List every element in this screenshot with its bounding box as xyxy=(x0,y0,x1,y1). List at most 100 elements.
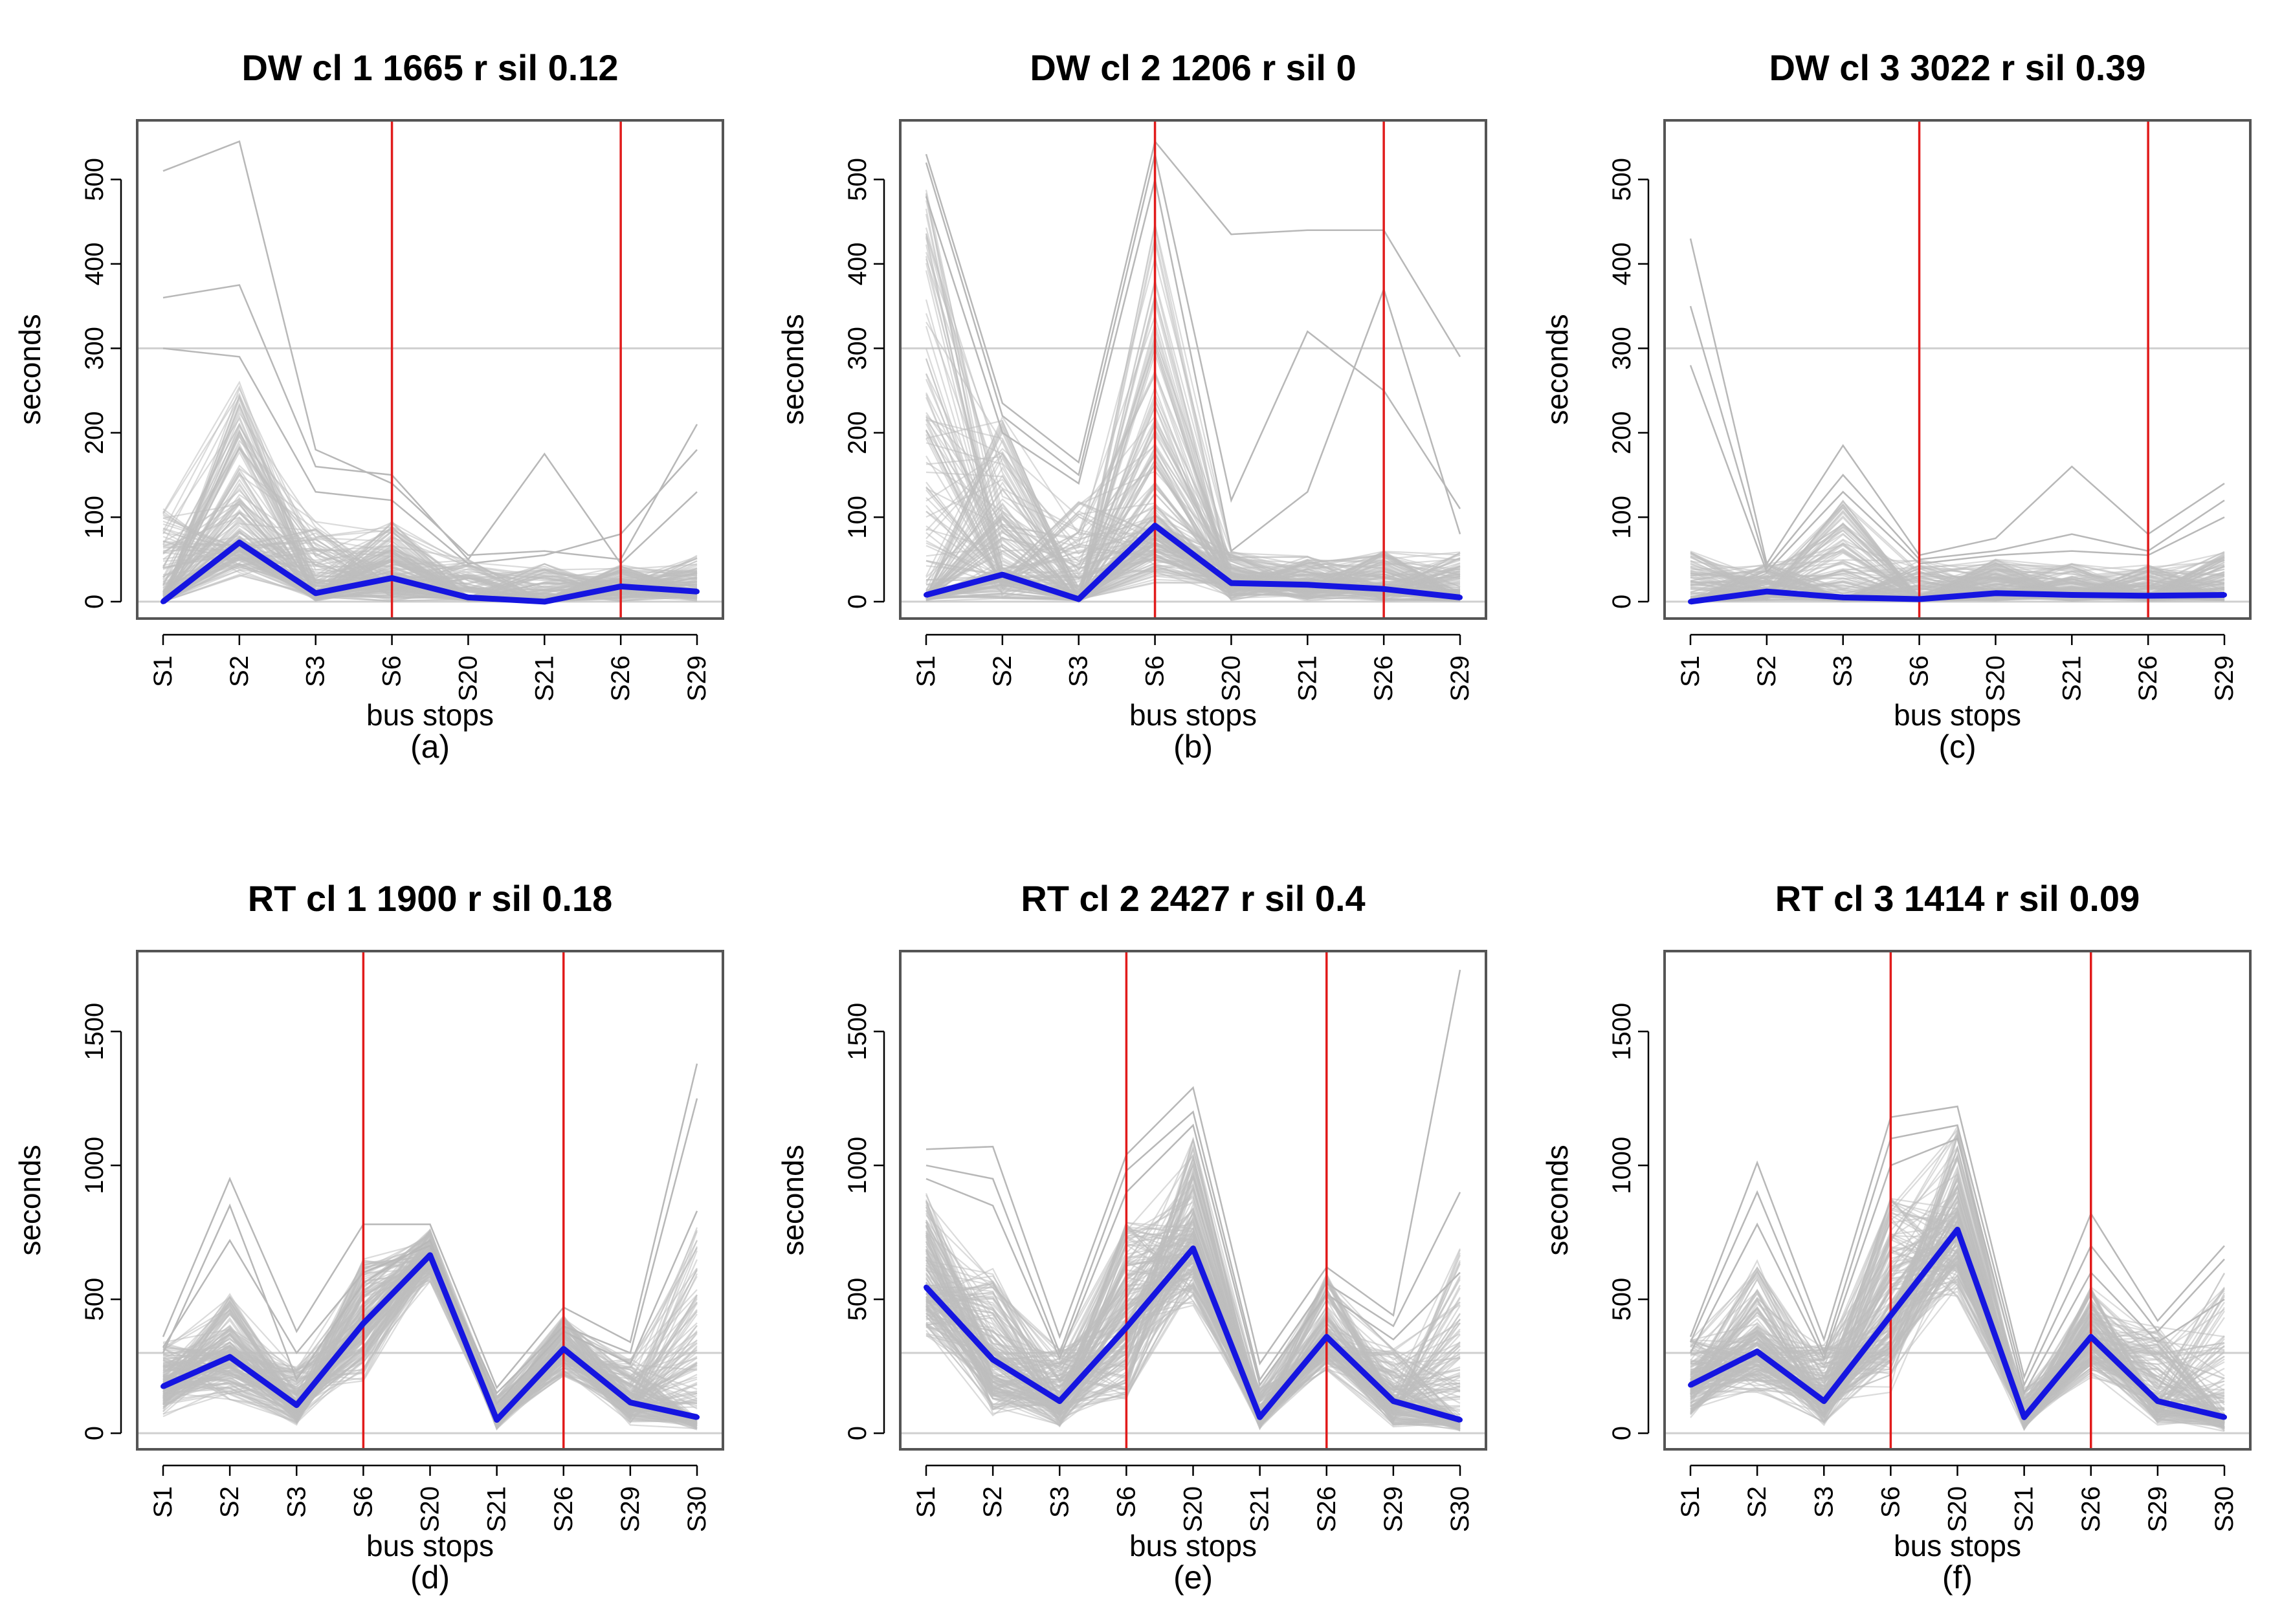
panel-5-centroid-point xyxy=(1324,1334,1329,1340)
panel-4-y-tick-label: 0 xyxy=(80,1426,109,1440)
panel-1-trajectory xyxy=(162,537,698,603)
panel-6-title: RT cl 3 1414 r sil 0.09 xyxy=(1775,878,2140,919)
panel-4-y-tick-label: 1000 xyxy=(80,1137,109,1194)
panel-3-centroid-point xyxy=(1916,596,1922,602)
panel-1-x-axis-label: bus stops xyxy=(366,698,494,732)
panel-3-y-tick-label: 300 xyxy=(1608,327,1636,370)
panel-3-y-tick-label: 0 xyxy=(1608,595,1636,609)
panel-1-y-axis-label: seconds xyxy=(13,314,47,424)
panel-6-trajectory xyxy=(1690,1246,2225,1415)
panel-3-y-tick-label: 100 xyxy=(1608,496,1636,539)
panel-3-y-tick-label: 200 xyxy=(1608,411,1636,455)
panel-2-x-axis-label: bus stops xyxy=(1129,698,1257,732)
panel-1-plot-area xyxy=(137,120,723,619)
panel-6-centroid-point xyxy=(1688,1382,1693,1388)
panel-1-x-tick-label: S1 xyxy=(149,655,177,687)
panel-3-plot-area xyxy=(1665,120,2250,619)
panel-3-y-axis: 0 100 200 300 400 500 xyxy=(1608,158,1650,609)
panel-6-centroid-point xyxy=(1755,1348,1760,1354)
panel-3-centroid-point xyxy=(1993,590,1999,596)
panel-2-outlier-trajectory xyxy=(925,139,1461,464)
panel-3-outlier-trajectory xyxy=(1689,305,2225,570)
panel-2-y-tick-label: 400 xyxy=(843,242,872,285)
panel-6-centroid-point xyxy=(1888,1313,1894,1319)
panel-6-centroid-point xyxy=(1821,1398,1827,1404)
panel-6-trajectory xyxy=(1690,1183,2225,1428)
panel-5-x-tick-label: S3 xyxy=(1045,1486,1074,1518)
panel-1-y-tick-label: 300 xyxy=(80,327,109,370)
panel-6: RT cl 3 1414 r sil 0.09 0 500 1000 1500 secon… xyxy=(1540,878,2252,1596)
panel-4-caption: (d) xyxy=(410,1559,450,1596)
panel-2-x-tick-label: S6 xyxy=(1141,655,1169,687)
panel-3-x-tick-label: S1 xyxy=(1676,655,1705,687)
panel-3-x-axis: S1 S2 S3 S6 S20 S21 S26 S29 xyxy=(1676,633,2239,701)
panel-4-centroid-point xyxy=(494,1417,500,1423)
panel-5-caption: (e) xyxy=(1173,1559,1213,1596)
panel-2-y-axis: 0 100 200 300 400 500 xyxy=(843,158,885,609)
panel-2-trajectory xyxy=(925,292,1461,600)
panel-2-caption: (b) xyxy=(1173,729,1213,765)
panel-6-trajectory xyxy=(1690,1147,2225,1429)
panel-1-outlier-trajectory xyxy=(162,284,698,565)
panel-1-trajectory xyxy=(162,551,698,602)
panel-5-y-tick-label: 500 xyxy=(843,1278,872,1321)
panel-6-x-tick-label: S2 xyxy=(1743,1486,1771,1518)
panel-1-y-tick-label: 400 xyxy=(80,242,109,285)
panel-2-trajectory xyxy=(925,439,1461,601)
panel-4-x-axis: S1 S2 S3 S6 S20 S21 S26 S29 S30 xyxy=(149,1464,711,1532)
panel-1-x-tick-label: S3 xyxy=(302,655,330,687)
panel-1-centroid-point xyxy=(161,598,166,604)
panel-3-x-axis-label: bus stops xyxy=(1894,698,2021,732)
panel-6-plot-area xyxy=(1665,951,2250,1449)
panel-4-x-tick-label: S29 xyxy=(616,1486,645,1532)
panel-6-trajectory xyxy=(1690,1202,2225,1420)
panel-5-y-axis-label: seconds xyxy=(776,1145,810,1255)
panel-1-x-tick-label: S20 xyxy=(454,655,482,701)
panel-2-outlier-trajectory xyxy=(925,153,1461,509)
panel-2-centroid-point xyxy=(1152,523,1158,529)
panel-3: DW cl 3 3022 r sil 0.39 0 100 200 300 400 500 s… xyxy=(1540,47,2252,765)
panel-2-x-tick-label: S29 xyxy=(1446,655,1474,701)
panel-3-y-tick-label: 400 xyxy=(1608,242,1636,285)
panel-3-centroid-point xyxy=(2069,592,2075,598)
panel-1-trajectory xyxy=(162,443,698,600)
panel-2-centroid-point xyxy=(1381,586,1387,592)
panel-5-x-tick-label: S1 xyxy=(912,1486,940,1518)
panel-1-centroid-point xyxy=(313,590,318,596)
panel-1-x-tick-label: S29 xyxy=(683,655,711,701)
panel-4-centroid-point xyxy=(694,1414,700,1420)
panel-5-plot-area xyxy=(900,951,1486,1449)
panel-2-y-tick-label: 500 xyxy=(843,158,872,201)
panel-2-x-axis: S1 S2 S3 S6 S20 S21 S26 S29 xyxy=(912,633,1474,701)
panel-1-x-axis: S1 S2 S3 S6 S20 S21 S26 S29 xyxy=(149,633,711,701)
panel-6-outlier-trajectory xyxy=(1689,1105,2225,1380)
panel-6-centroid-point xyxy=(2021,1414,2027,1420)
panel-2-centroid-point xyxy=(1076,596,1081,602)
panel-3-centroid-point xyxy=(1688,598,1693,604)
panel-4-centroid-point xyxy=(427,1252,433,1258)
panel-4-x-tick-label: S6 xyxy=(349,1486,377,1518)
panel-3-caption: (c) xyxy=(1938,729,1976,765)
panel-2-outlier-trajectory xyxy=(925,179,1461,553)
panel-1-trajectory xyxy=(162,394,698,602)
panel-1-x-tick-label: S6 xyxy=(378,655,406,687)
panel-2-x-tick-label: S1 xyxy=(912,655,940,687)
panel-5-title: RT cl 2 2427 r sil 0.4 xyxy=(1021,878,1365,919)
panel-3-centroid-point xyxy=(2145,593,2151,598)
panel-6-x-tick-label: S29 xyxy=(2144,1486,2172,1532)
panel-5-trajectory xyxy=(925,1241,1461,1422)
panel-2-y-axis-label: seconds xyxy=(776,314,810,424)
panel-5-trajectory xyxy=(925,1250,1461,1429)
panel-4-x-tick-label: S20 xyxy=(416,1486,445,1532)
panel-1-outlier-trajectory xyxy=(162,347,698,565)
panel-4: RT cl 1 1900 r sil 0.18 0 500 1000 1500 secon… xyxy=(13,878,724,1596)
panel-4-y-tick-label: 1500 xyxy=(80,1003,109,1060)
panel-1-centroid-point xyxy=(618,584,624,589)
panel-3-outlier-trajectory xyxy=(1689,365,2225,574)
panel-2-trajectory xyxy=(925,466,1461,601)
panel-6-centroid-point xyxy=(2222,1414,2227,1420)
panel-2-plot-area xyxy=(900,120,1486,619)
panel-2-x-tick-label: S2 xyxy=(988,655,1017,687)
panel-3-frame xyxy=(1663,119,2252,620)
